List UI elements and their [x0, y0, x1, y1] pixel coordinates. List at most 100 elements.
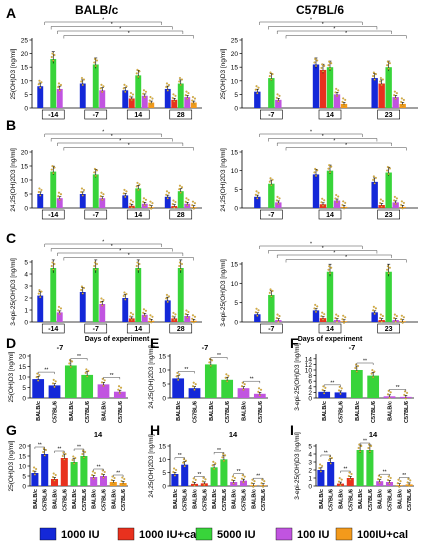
data-point	[324, 386, 327, 389]
data-point	[373, 78, 376, 81]
data-point	[102, 476, 105, 479]
data-point	[38, 374, 41, 377]
data-point	[232, 482, 235, 485]
data-point	[179, 84, 182, 87]
y-tick-label: 15	[231, 262, 239, 269]
significance-marker: **	[343, 467, 347, 473]
data-point	[396, 482, 399, 485]
data-point	[360, 445, 363, 448]
data-point	[165, 193, 168, 196]
data-point	[166, 89, 169, 92]
y-tick-label: 14	[305, 356, 313, 363]
significance-bracket	[73, 448, 85, 451]
panel-D: D -7 0 5 10 15 20 25(OH)D3 [ng/ml] BALB/c C57BL/6…	[6, 335, 128, 423]
data-point	[113, 477, 116, 480]
data-point	[381, 78, 384, 81]
data-point	[336, 201, 339, 204]
y-axis-label: 24,25(OH)2D3 [ng/ml]	[148, 345, 155, 409]
data-point	[250, 482, 253, 485]
x-tick-label: C57BL/6	[404, 401, 410, 423]
data-point	[138, 70, 141, 73]
data-point	[258, 387, 261, 390]
bar	[99, 90, 106, 108]
strain-headers: BALB/c C57BL/6	[75, 3, 344, 17]
bar	[392, 202, 399, 208]
bar	[60, 458, 68, 486]
data-point	[171, 315, 174, 318]
data-point	[99, 195, 102, 198]
data-point	[130, 206, 133, 209]
significance-bracket	[70, 358, 88, 361]
data-point	[150, 321, 153, 324]
data-point	[87, 369, 90, 372]
data-point	[380, 205, 383, 208]
significance-marker: *	[102, 18, 104, 24]
data-point	[350, 473, 353, 476]
data-point	[37, 292, 40, 295]
data-point	[52, 378, 55, 381]
data-point	[315, 174, 318, 177]
data-point	[379, 77, 382, 80]
bar	[177, 268, 184, 322]
data-point	[395, 315, 398, 318]
data-point	[57, 85, 60, 88]
data-point	[233, 477, 236, 480]
data-point	[379, 476, 382, 479]
y-tick-label: 0	[308, 484, 312, 491]
significance-marker: **	[110, 373, 114, 379]
data-point	[172, 471, 175, 474]
data-point	[193, 202, 196, 205]
significance-bracket	[57, 252, 184, 256]
category-box	[318, 323, 342, 334]
data-point	[122, 87, 125, 90]
significance-bracket	[44, 243, 162, 247]
category-box	[84, 109, 108, 120]
data-point	[50, 265, 53, 268]
y-tick-label: 0	[308, 396, 312, 403]
data-point	[349, 478, 352, 481]
data-point	[101, 198, 104, 201]
y-axis-label: 25(OH)D3 [ng/ml]	[8, 351, 15, 402]
data-point	[388, 396, 391, 399]
data-point	[57, 191, 60, 194]
x-tick-label: BALB/c	[173, 489, 179, 509]
y-axis-label: 25(OH)D3 [ng/ml]	[220, 48, 227, 99]
data-point	[243, 383, 246, 386]
data-point	[84, 451, 87, 454]
data-point	[54, 380, 57, 383]
data-point	[124, 298, 127, 301]
data-point	[315, 310, 318, 313]
data-point	[337, 195, 340, 198]
data-point	[102, 85, 105, 88]
y-tick-label: 3	[308, 460, 312, 467]
bar	[312, 310, 320, 322]
legend-label: 100 IU	[297, 529, 329, 541]
category-box	[377, 323, 400, 334]
data-point	[397, 478, 400, 481]
bar	[164, 196, 171, 208]
data-point	[69, 365, 72, 368]
data-point	[144, 90, 147, 93]
bar	[79, 194, 86, 208]
data-point	[86, 375, 89, 378]
data-point	[93, 261, 96, 264]
significance-marker: *	[310, 242, 312, 248]
significance-marker: **	[217, 353, 221, 359]
data-point	[191, 204, 194, 207]
data-point	[381, 200, 384, 203]
data-point	[372, 305, 375, 308]
panel-title: 14	[229, 430, 238, 439]
data-point	[117, 388, 120, 391]
data-point	[211, 464, 214, 467]
data-point	[276, 195, 279, 198]
significance-marker: **	[57, 447, 61, 453]
data-point	[335, 87, 338, 90]
data-point	[143, 204, 146, 207]
data-point	[374, 307, 377, 310]
data-point	[193, 484, 196, 487]
y-tick-label: 10	[159, 368, 167, 375]
data-point	[179, 268, 182, 271]
data-point	[211, 359, 214, 362]
